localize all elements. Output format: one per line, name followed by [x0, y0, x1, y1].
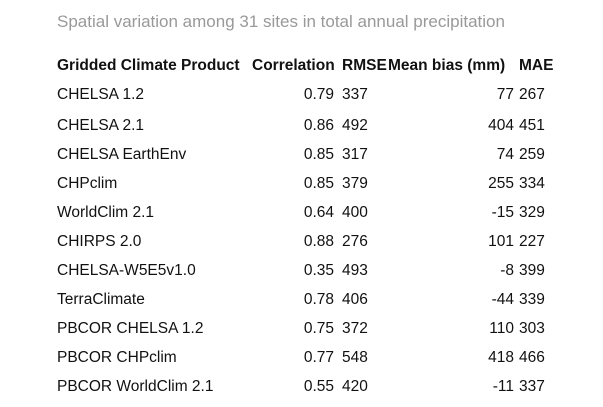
- table-row: CHELSA 1.2 0.79 337 77 267: [57, 79, 559, 111]
- header-product: Gridded Climate Product: [57, 57, 240, 74]
- cell-mae: 267: [519, 86, 545, 103]
- precipitation-table: Gridded Climate Product Correlation RMSE…: [57, 53, 559, 401]
- cell-correlation: 0.86: [303, 116, 334, 134]
- cell-rmse: 420: [342, 377, 368, 395]
- cell-rmse: 276: [342, 232, 368, 250]
- cell-rmse: 548: [342, 348, 368, 366]
- cell-correlation: 0.78: [303, 290, 334, 308]
- cell-mean-bias: -15: [491, 203, 514, 221]
- cell-rmse: 492: [342, 116, 368, 134]
- cell-rmse: 317: [342, 145, 368, 163]
- cell-correlation: 0.64: [303, 203, 334, 221]
- cell-mae: 259: [519, 145, 545, 163]
- table-body: CHELSA 1.2 0.79 337 77 267 CHELSA 2.1 0.…: [57, 79, 559, 401]
- cell-correlation: 0.88: [303, 232, 334, 250]
- table-caption: Spatial variation among 31 sites in tota…: [57, 12, 505, 31]
- cell-mean-bias: -11: [492, 377, 514, 395]
- cell-mae: 399: [519, 261, 545, 279]
- header-correlation: Correlation: [252, 57, 335, 74]
- cell-rmse: 493: [342, 261, 368, 279]
- table-row: PBCOR WorldClim 2.1 0.55 420 -11 337: [57, 372, 559, 401]
- table-row: TerraClimate 0.78 406 -44 339: [57, 285, 559, 314]
- table-row: CHELSA EarthEnv 0.85 317 74 259: [57, 140, 559, 169]
- table-row: CHPclim 0.85 379 255 334: [57, 169, 559, 198]
- cell-product: PBCOR CHELSA 1.2: [57, 319, 204, 337]
- cell-product: CHELSA 1.2: [57, 86, 145, 103]
- cell-rmse: 400: [342, 203, 368, 221]
- cell-product: CHELSA 2.1: [57, 116, 145, 134]
- cell-product: CHPclim: [57, 174, 118, 192]
- cell-mae: 337: [519, 377, 545, 395]
- header-mae: MAE: [519, 57, 554, 74]
- cell-rmse: 337: [342, 86, 368, 103]
- cell-product: TerraClimate: [57, 290, 145, 308]
- cell-mean-bias: 404: [488, 116, 514, 134]
- table-row: PBCOR CHPclim 0.77 548 418 466: [57, 343, 559, 372]
- cell-mae: 339: [519, 290, 545, 308]
- cell-correlation: 0.79: [303, 86, 334, 103]
- cell-correlation: 0.85: [303, 174, 334, 192]
- cell-rmse: 379: [342, 174, 368, 192]
- cell-rmse: 372: [342, 319, 368, 337]
- cell-mean-bias: 255: [488, 174, 514, 192]
- cell-correlation: 0.35: [303, 261, 334, 279]
- cell-product: PBCOR WorldClim 2.1: [57, 377, 214, 395]
- cell-mae: 334: [519, 174, 545, 192]
- cell-mae: 451: [519, 116, 545, 134]
- table-row: PBCOR CHELSA 1.2 0.75 372 110 303: [57, 314, 559, 343]
- cell-mean-bias: 110: [489, 319, 514, 337]
- cell-product: CHELSA-W5E5v1.0: [57, 261, 196, 279]
- cell-product: PBCOR CHPclim: [57, 348, 177, 366]
- cell-correlation: 0.75: [303, 319, 334, 337]
- table-row: CHELSA-W5E5v1.0 0.35 493 -8 399: [57, 256, 559, 285]
- cell-correlation: 0.55: [303, 377, 334, 395]
- cell-mae: 303: [519, 319, 545, 337]
- header-mean-bias: Mean bias (mm): [388, 57, 506, 74]
- cell-product: CHIRPS 2.0: [57, 232, 142, 250]
- cell-mae: 227: [519, 232, 545, 250]
- cell-mean-bias: 418: [488, 348, 514, 366]
- cell-product: WorldClim 2.1: [57, 203, 155, 221]
- header-rmse: RMSE: [342, 57, 387, 74]
- cell-correlation: 0.85: [303, 145, 334, 163]
- table-row: WorldClim 2.1 0.64 400 -15 329: [57, 198, 559, 227]
- cell-product: CHELSA EarthEnv: [57, 145, 187, 163]
- cell-rmse: 406: [342, 290, 368, 308]
- cell-mean-bias: 77: [496, 86, 514, 103]
- cell-mean-bias: 101: [488, 232, 514, 250]
- cell-mae: 329: [519, 203, 545, 221]
- header-row: Gridded Climate Product Correlation RMSE…: [57, 53, 559, 79]
- cell-mean-bias: -44: [491, 290, 514, 308]
- table-row: CHIRPS 2.0 0.88 276 101 227: [57, 227, 559, 256]
- cell-mean-bias: 74: [496, 145, 514, 163]
- cell-mae: 466: [519, 348, 545, 366]
- cell-mean-bias: -8: [500, 261, 514, 279]
- cell-correlation: 0.77: [303, 348, 334, 366]
- table-row: CHELSA 2.1 0.86 492 404 451: [57, 111, 559, 140]
